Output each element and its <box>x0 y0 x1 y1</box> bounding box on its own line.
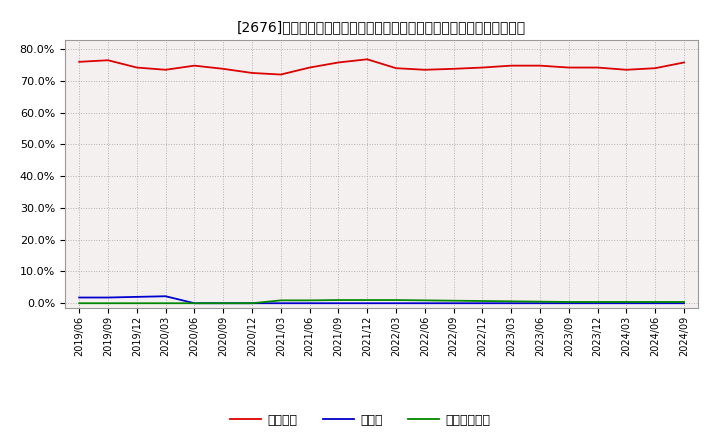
自己資本 <box>593 65 602 70</box>
のれん <box>219 301 228 306</box>
自己資本 <box>564 65 573 70</box>
繰延税金資産 <box>248 301 256 306</box>
のれん <box>305 301 314 306</box>
のれん <box>651 301 660 306</box>
自己資本 <box>449 66 458 71</box>
のれん <box>593 301 602 306</box>
のれん <box>420 301 429 306</box>
のれん <box>276 301 285 306</box>
繰延税金資産 <box>104 301 112 306</box>
自己資本 <box>478 65 487 70</box>
自己資本 <box>622 67 631 73</box>
自己資本 <box>420 67 429 73</box>
のれん <box>536 301 544 306</box>
のれん <box>680 301 688 306</box>
繰延税金資産 <box>276 298 285 303</box>
Line: のれん: のれん <box>79 296 684 303</box>
自己資本 <box>536 63 544 68</box>
Line: 繰延税金資産: 繰延税金資産 <box>79 300 684 303</box>
繰延税金資産 <box>564 299 573 304</box>
Legend: 自己資本, のれん, 繰延税金資産: 自己資本, のれん, 繰延税金資産 <box>225 409 495 432</box>
のれん <box>75 295 84 300</box>
のれん <box>363 301 372 306</box>
繰延税金資産 <box>680 299 688 304</box>
のれん <box>161 293 170 299</box>
繰延税金資産 <box>536 299 544 304</box>
繰延税金資産 <box>132 301 141 306</box>
のれん <box>449 301 458 306</box>
のれん <box>132 294 141 300</box>
自己資本 <box>651 66 660 71</box>
のれん <box>622 301 631 306</box>
自己資本 <box>132 65 141 70</box>
自己資本 <box>248 70 256 76</box>
のれん <box>190 301 199 306</box>
自己資本 <box>680 60 688 65</box>
のれん <box>392 301 400 306</box>
繰延税金資産 <box>219 301 228 306</box>
繰延税金資産 <box>363 297 372 303</box>
繰延税金資産 <box>478 298 487 304</box>
自己資本 <box>190 63 199 68</box>
繰延税金資産 <box>392 297 400 303</box>
繰延税金資産 <box>305 298 314 303</box>
自己資本 <box>392 66 400 71</box>
繰延税金資産 <box>593 299 602 304</box>
繰延税金資産 <box>190 301 199 306</box>
自己資本 <box>161 67 170 73</box>
繰延税金資産 <box>75 301 84 306</box>
自己資本 <box>104 58 112 63</box>
自己資本 <box>334 60 343 65</box>
自己資本 <box>75 59 84 65</box>
のれん <box>507 301 516 306</box>
のれん <box>564 301 573 306</box>
繰延税金資産 <box>507 299 516 304</box>
のれん <box>104 295 112 300</box>
のれん <box>248 301 256 306</box>
繰延税金資産 <box>334 297 343 303</box>
繰延税金資産 <box>622 299 631 304</box>
自己資本 <box>219 66 228 71</box>
自己資本 <box>276 72 285 77</box>
自己資本 <box>305 65 314 70</box>
Title: [2676]　自己資本、のれん、繰延税金資産の総資産に対する比率の推移: [2676] 自己資本、のれん、繰延税金資産の総資産に対する比率の推移 <box>237 20 526 34</box>
Line: 自己資本: 自己資本 <box>79 59 684 74</box>
自己資本 <box>507 63 516 68</box>
のれん <box>334 301 343 306</box>
繰延税金資産 <box>651 299 660 304</box>
繰延税金資産 <box>161 301 170 306</box>
繰延税金資産 <box>420 298 429 303</box>
自己資本 <box>363 57 372 62</box>
のれん <box>478 301 487 306</box>
繰延税金資産 <box>449 298 458 303</box>
